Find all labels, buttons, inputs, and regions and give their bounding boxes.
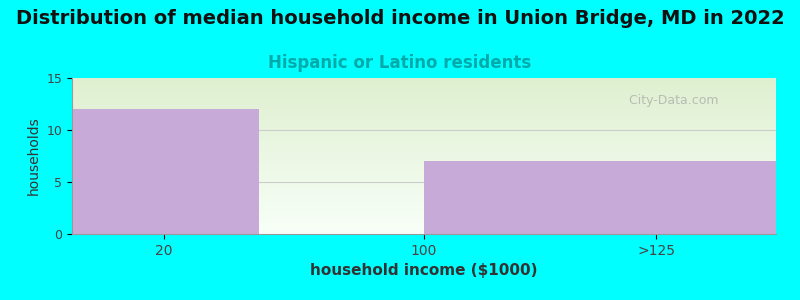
Text: Distribution of median household income in Union Bridge, MD in 2022: Distribution of median household income … — [16, 9, 784, 28]
Text: City-Data.com: City-Data.com — [621, 94, 718, 106]
Text: Hispanic or Latino residents: Hispanic or Latino residents — [268, 54, 532, 72]
X-axis label: household income ($1000): household income ($1000) — [310, 263, 538, 278]
Y-axis label: households: households — [27, 117, 41, 195]
Bar — [424, 161, 776, 234]
Bar — [72, 109, 258, 234]
